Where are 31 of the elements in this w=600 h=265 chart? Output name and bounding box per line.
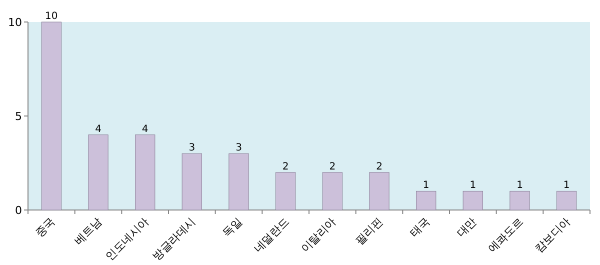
data-label: 1	[563, 180, 570, 192]
x-tick-label: 태국	[407, 214, 432, 240]
data-label: 2	[282, 161, 289, 172]
bar	[556, 190, 577, 210]
bar	[276, 172, 296, 210]
bar	[135, 134, 156, 210]
data-label: 10	[45, 11, 58, 22]
data-label: 1	[516, 180, 523, 192]
bar	[182, 153, 202, 210]
x-tick-label: 독일	[220, 214, 245, 240]
data-label: 1	[470, 180, 476, 192]
data-label: 1	[422, 180, 430, 192]
y-tick-label: 0	[15, 204, 22, 217]
bar	[228, 153, 249, 210]
bar	[88, 134, 108, 210]
bar	[462, 190, 483, 210]
data-label: 4	[142, 124, 148, 135]
bar	[416, 190, 436, 210]
data-label: 2	[329, 161, 336, 172]
x-tick-label: 중국	[32, 214, 58, 240]
data-label: 2	[376, 161, 382, 172]
bar	[369, 172, 390, 210]
y-tick-label: 5	[15, 110, 22, 123]
bar	[322, 172, 342, 210]
bar	[41, 22, 62, 210]
y-tick-label: 10	[8, 16, 22, 29]
data-label: 3	[236, 142, 242, 154]
bar	[510, 190, 530, 210]
x-tick-label: 대만	[454, 214, 480, 240]
data-label: 4	[95, 124, 102, 135]
data-label: 3	[188, 142, 196, 154]
